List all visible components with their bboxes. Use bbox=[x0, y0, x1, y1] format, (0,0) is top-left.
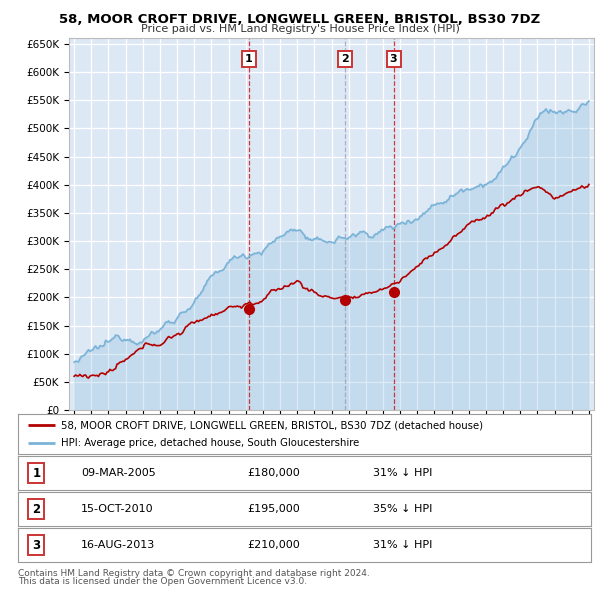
Text: HPI: Average price, detached house, South Gloucestershire: HPI: Average price, detached house, Sout… bbox=[61, 438, 359, 448]
Text: Contains HM Land Registry data © Crown copyright and database right 2024.: Contains HM Land Registry data © Crown c… bbox=[18, 569, 370, 578]
Text: 31% ↓ HPI: 31% ↓ HPI bbox=[373, 468, 433, 478]
Text: This data is licensed under the Open Government Licence v3.0.: This data is licensed under the Open Gov… bbox=[18, 578, 307, 586]
Text: 09-MAR-2005: 09-MAR-2005 bbox=[81, 468, 156, 478]
Text: 2: 2 bbox=[341, 54, 349, 64]
Text: £210,000: £210,000 bbox=[247, 540, 300, 550]
Text: £195,000: £195,000 bbox=[247, 504, 300, 514]
Text: 1: 1 bbox=[32, 467, 40, 480]
Text: 1: 1 bbox=[245, 54, 253, 64]
Text: 15-OCT-2010: 15-OCT-2010 bbox=[81, 504, 154, 514]
Text: 2: 2 bbox=[32, 503, 40, 516]
Text: 3: 3 bbox=[32, 539, 40, 552]
Text: 58, MOOR CROFT DRIVE, LONGWELL GREEN, BRISTOL, BS30 7DZ: 58, MOOR CROFT DRIVE, LONGWELL GREEN, BR… bbox=[59, 13, 541, 26]
Text: 58, MOOR CROFT DRIVE, LONGWELL GREEN, BRISTOL, BS30 7DZ (detached house): 58, MOOR CROFT DRIVE, LONGWELL GREEN, BR… bbox=[61, 420, 483, 430]
Text: 31% ↓ HPI: 31% ↓ HPI bbox=[373, 540, 433, 550]
Text: 35% ↓ HPI: 35% ↓ HPI bbox=[373, 504, 433, 514]
Text: 3: 3 bbox=[390, 54, 397, 64]
Text: Price paid vs. HM Land Registry's House Price Index (HPI): Price paid vs. HM Land Registry's House … bbox=[140, 24, 460, 34]
Text: 16-AUG-2013: 16-AUG-2013 bbox=[81, 540, 155, 550]
Text: £180,000: £180,000 bbox=[247, 468, 300, 478]
